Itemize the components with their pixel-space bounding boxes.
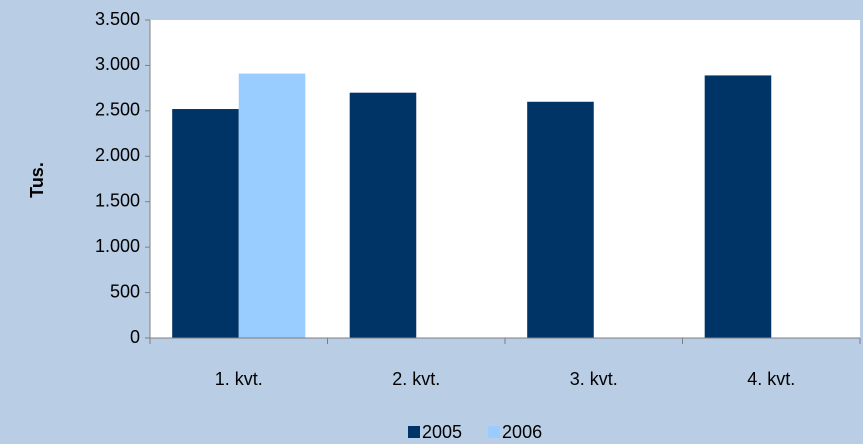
bar	[527, 101, 594, 339]
y-axis-label: Tus.	[27, 162, 47, 198]
bar	[349, 92, 417, 338]
x-tick-label: 3. kvt.	[570, 369, 618, 389]
legend-swatch	[488, 426, 501, 438]
legend-label: 2006	[502, 422, 542, 442]
x-tick-label: 2. kvt.	[392, 369, 440, 389]
y-tick-label: 0	[130, 327, 140, 347]
y-tick-label: 2.500	[95, 100, 140, 120]
x-tick-label: 1. kvt.	[215, 369, 263, 389]
bar	[172, 109, 239, 338]
x-tick-label: 4. kvt.	[747, 369, 795, 389]
y-tick-label: 3.500	[95, 9, 140, 29]
y-tick-label: 1.000	[95, 236, 140, 256]
bar	[238, 73, 306, 338]
y-tick-label: 500	[110, 281, 140, 301]
legend-label: 2005	[422, 422, 462, 442]
y-tick-label: 1.500	[95, 190, 140, 210]
legend-swatch	[408, 426, 420, 438]
bar	[704, 75, 772, 339]
y-tick-label: 2.000	[95, 145, 140, 165]
y-tick-label: 3.000	[95, 54, 140, 74]
